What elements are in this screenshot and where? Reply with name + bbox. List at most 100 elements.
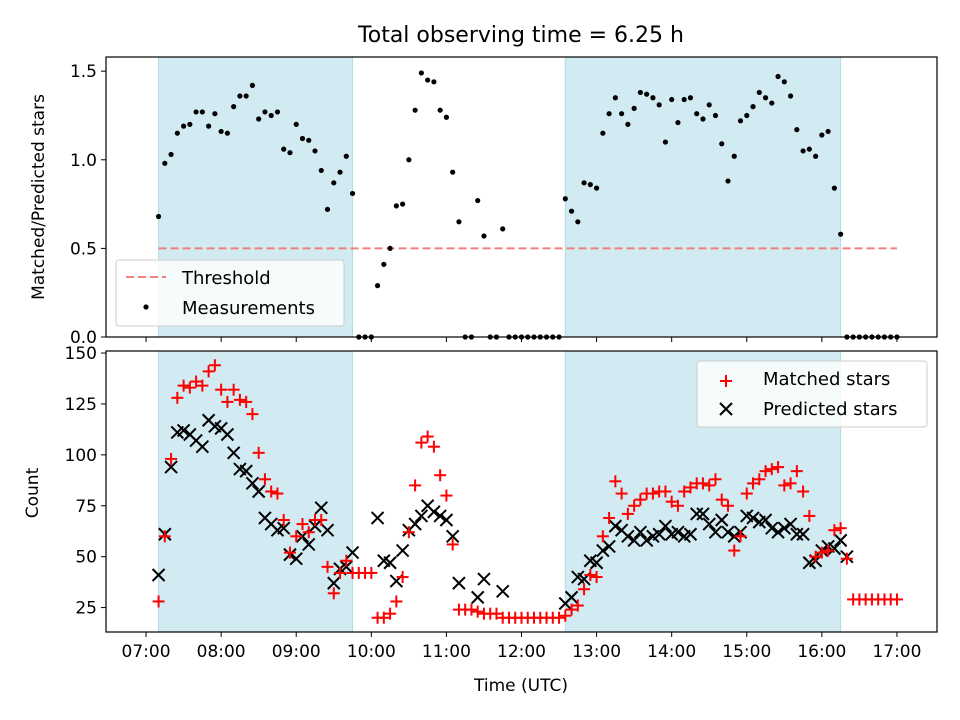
predicted-stars-point — [470, 590, 485, 605]
matched-stars-point — [227, 383, 240, 396]
matched-stars-point — [334, 566, 347, 579]
predicted-stars-point — [627, 533, 641, 548]
predicted-stars-point — [151, 568, 166, 582]
matched-stars-point — [302, 526, 315, 539]
measurement-point — [481, 233, 487, 239]
predicted-stars-point — [758, 513, 773, 527]
bottom-legend: Matched stars Predicted stars — [696, 360, 928, 428]
matched-stars-point — [171, 391, 184, 404]
matched-stars-point — [221, 395, 234, 408]
measurement-point — [299, 135, 306, 142]
top-legend-box — [115, 259, 345, 327]
predicted-stars-point — [639, 533, 654, 548]
measurement-point — [694, 111, 700, 117]
measurement-point — [475, 197, 481, 204]
measurement-point — [619, 111, 625, 117]
matched-stars-point — [671, 499, 684, 512]
measurement-point — [644, 91, 650, 97]
matched-stars-point — [440, 489, 453, 502]
matched-stars-point — [202, 365, 215, 378]
measurement-point — [281, 146, 287, 152]
matched-stars-point — [834, 522, 847, 535]
measurement-point — [737, 118, 744, 124]
top-y-tick-label: 1.0 — [70, 151, 97, 171]
predicted-stars-point — [833, 533, 848, 548]
predicted-stars-point — [771, 525, 785, 539]
matched-stars-point — [215, 383, 228, 396]
measurement-point — [593, 185, 600, 191]
bottom-y-tick-label: 150 — [65, 344, 97, 364]
matched-stars-point — [252, 446, 265, 459]
matched-stars-point — [283, 546, 296, 559]
measurement-point — [187, 121, 193, 127]
measurement-point — [199, 109, 205, 115]
predicted-stars-point — [721, 525, 735, 539]
matched-stars-point — [759, 465, 772, 478]
matched-stars-point — [190, 375, 203, 388]
measurement-point — [343, 153, 349, 159]
measurement-point — [813, 153, 819, 159]
matched-stars-point — [590, 571, 603, 584]
matched-stars-point — [828, 524, 841, 537]
predicted-stars-point — [602, 539, 616, 554]
matched-stars-point — [840, 552, 853, 565]
measurement-point — [349, 190, 356, 197]
bottom-y-axis-label: Count — [23, 467, 43, 518]
matched-stars-point — [659, 485, 672, 498]
predicted-stars-point — [621, 529, 635, 544]
predicted-stars-point — [327, 576, 341, 590]
measurement-point — [806, 146, 812, 152]
matched-stars-point — [208, 359, 221, 372]
bottom-x-tick-label: 08:00 — [197, 642, 246, 662]
matched-stars-point — [421, 430, 434, 443]
matched-stars-point — [778, 479, 791, 492]
bottom-y-tick-label: 75 — [75, 497, 97, 517]
predicted-stars-point — [345, 545, 360, 560]
top-legend: Threshold Measurements — [115, 259, 345, 327]
predicted-stars-point — [427, 505, 441, 519]
matched-stars-point — [553, 611, 566, 624]
measurement-point — [318, 167, 324, 174]
matched-stars-point — [703, 479, 716, 492]
measurement-point — [412, 107, 418, 113]
predicted-stars-point — [370, 511, 385, 525]
matched-stars-point — [565, 603, 578, 616]
measurement-point — [456, 219, 462, 225]
measurement-point — [437, 107, 443, 113]
matched-stars-point — [446, 538, 459, 551]
measurement-point — [681, 96, 687, 103]
measurement-point — [162, 160, 168, 166]
top-y-axis-label: Matched/Predicted stars — [29, 94, 49, 300]
top-chart-title: Total observing time = 6.25 h — [357, 23, 684, 48]
measurement-point — [625, 121, 631, 127]
matched-stars-point — [728, 544, 741, 557]
measurement-point — [155, 213, 162, 220]
matched-stars-point — [290, 530, 303, 543]
measurement-point — [180, 123, 187, 129]
predicted-stars-point — [796, 527, 810, 541]
measurement-point — [274, 109, 281, 115]
predicted-stars-point — [658, 519, 673, 533]
bottom-shaded-interval — [158, 350, 354, 633]
bottom-y-tick-label: 100 — [65, 446, 97, 466]
measurement-point — [218, 128, 224, 135]
matched-stars-point — [784, 477, 797, 490]
predicted-stars-point — [690, 507, 704, 521]
predicted-stars-point — [827, 541, 842, 556]
measurement-point — [750, 104, 756, 110]
measurement-point — [206, 123, 212, 129]
measurement-point — [306, 137, 312, 143]
matched-stars-point — [734, 530, 747, 543]
predicted-stars-point — [496, 584, 510, 598]
matched-stars-point — [315, 514, 328, 527]
matched-stars-point — [196, 379, 209, 392]
predicted-stars-point — [383, 556, 397, 570]
matched-stars-point — [296, 518, 309, 531]
matched-stars-point — [465, 603, 478, 616]
predicted-stars-point — [708, 525, 723, 539]
bottom-y-tick-label: 25 — [75, 599, 97, 619]
matched-stars-point — [471, 605, 484, 618]
predicted-stars-point — [477, 572, 491, 586]
matched-stars-point — [665, 495, 678, 508]
measurement-point — [425, 77, 431, 83]
